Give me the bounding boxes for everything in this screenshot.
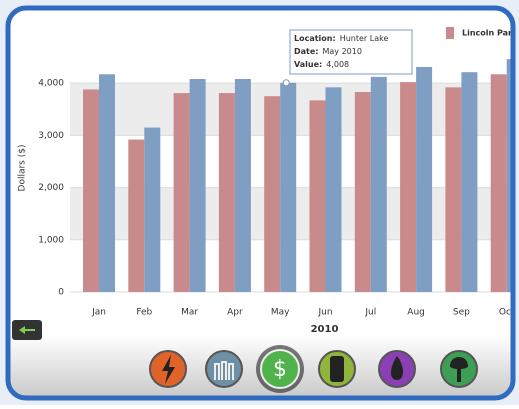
- bar: [189, 78, 206, 293]
- x-tick-label: Jan: [91, 308, 106, 318]
- x-tick-label: Jun: [317, 308, 332, 318]
- legend-label: Lincoln Par: [462, 29, 512, 38]
- bar: [173, 93, 190, 292]
- bar: [309, 100, 326, 293]
- y-tick-label: 0: [58, 288, 64, 298]
- bar: [416, 66, 433, 293]
- y-tick-label: 4,000: [38, 79, 64, 89]
- bar: [280, 82, 297, 293]
- tooltip-key: Value:: [294, 60, 322, 69]
- tooltip-key: Date:: [294, 47, 319, 56]
- energy-glyph: [162, 355, 175, 384]
- x-tick-label: Apr: [227, 308, 243, 318]
- bar: [218, 93, 235, 292]
- x-axis-label: 2010: [311, 324, 339, 335]
- tooltip-key: Location:: [294, 34, 336, 43]
- bar: [370, 76, 387, 292]
- tree-glyph: [450, 357, 468, 382]
- x-tick-label: May: [271, 308, 290, 318]
- y-axis-label: Dollars ($): [18, 145, 28, 192]
- frame: [5, 5, 516, 401]
- x-tick-label: Mar: [181, 308, 198, 318]
- water-icon[interactable]: [205, 350, 243, 388]
- x-tick-label: Aug: [407, 308, 425, 318]
- bar: [400, 82, 417, 293]
- waste-glyph: [330, 356, 344, 382]
- tooltip-line: Value: 4,008: [294, 60, 349, 69]
- bar: [490, 74, 507, 292]
- bar: [506, 59, 513, 292]
- bar: [128, 139, 145, 292]
- cost-icon[interactable]: [260, 349, 300, 389]
- bar: [99, 74, 115, 292]
- gas-glyph: [391, 356, 403, 380]
- bar: [354, 92, 371, 292]
- tooltip-line: Location: Hunter Lake: [294, 34, 388, 43]
- tooltip-value: Hunter Lake: [340, 34, 389, 43]
- tooltip-line: Date: May 2010: [294, 47, 362, 56]
- bar: [234, 78, 251, 293]
- water-glyph: [214, 361, 234, 380]
- bar: [264, 96, 281, 292]
- x-tick-label: Jul: [364, 308, 376, 318]
- bar: [445, 87, 462, 292]
- back-arrow: [19, 326, 35, 334]
- bar: [325, 87, 342, 292]
- tooltip-value: May 2010: [323, 47, 362, 56]
- y-tick-label: 2,000: [38, 183, 64, 193]
- x-tick-label: Oct: [499, 308, 515, 318]
- dollar-glyph: $: [273, 357, 287, 382]
- y-tick-label: 3,000: [38, 131, 64, 141]
- y-tick-label: 1,000: [38, 235, 64, 245]
- legend-swatch: [446, 27, 454, 39]
- bar: [461, 72, 478, 292]
- bar: [144, 127, 161, 293]
- x-tick-label: Sep: [453, 308, 470, 318]
- tooltip-value: 4,008: [326, 60, 349, 69]
- tooltip: [289, 29, 413, 75]
- bar: [83, 89, 99, 292]
- hover-point: [282, 79, 290, 87]
- x-tick-label: Feb: [136, 308, 152, 318]
